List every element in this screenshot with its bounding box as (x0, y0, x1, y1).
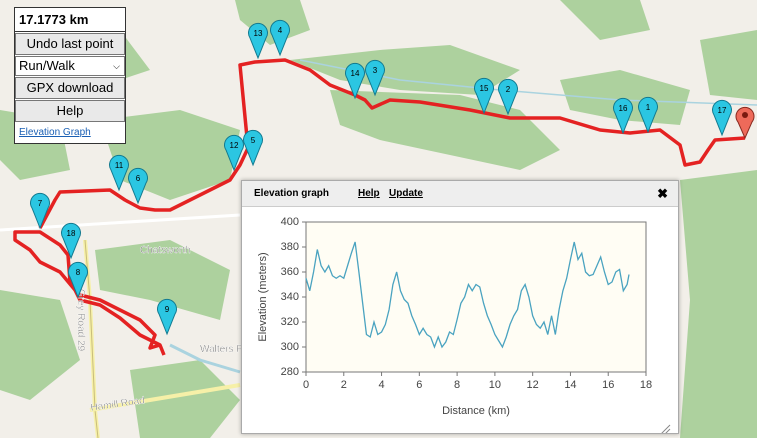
marker-pin[interactable] (498, 78, 518, 116)
y-tick-label: 320 (281, 316, 299, 328)
marker-label: 13 (254, 29, 263, 38)
elevation-chart: 280 300 320 340 360 380 400 0 2 4 6 8 10 12 14 16 18 Dist… (257, 216, 671, 436)
marker-label: 6 (136, 174, 141, 183)
popup-title: Elevation graph (254, 188, 330, 199)
route (13, 58, 746, 356)
undo-button[interactable]: Undo last point (15, 33, 125, 55)
marker-pin[interactable] (128, 167, 148, 205)
x-tick-label: 18 (640, 379, 652, 391)
map-label: Chatsworth (140, 245, 191, 256)
marker-label: 18 (67, 229, 76, 238)
marker-label: 15 (480, 84, 489, 93)
marker-label: 4 (278, 26, 283, 35)
x-tick-label: 8 (454, 379, 460, 391)
y-tick-label: 400 (281, 216, 299, 228)
elevation-popup: Elevation graph Help Update ✖ 280 300 320 3… (241, 180, 679, 436)
plot-area (305, 221, 647, 373)
popup-help[interactable]: Help (358, 188, 380, 199)
control-panel: 17.1773 km Undo last point Run/Walk ⌵ GPX… (14, 7, 126, 144)
x-tick-label: 16 (602, 379, 614, 391)
marker-label: 7 (38, 199, 43, 208)
elevation-link[interactable]: Elevation Graph (19, 127, 91, 138)
x-tick-label: 4 (378, 379, 384, 391)
marker-label: 8 (76, 268, 81, 277)
y-axis-title: Elevation (meters) (257, 252, 269, 341)
marker-pin[interactable] (224, 134, 244, 172)
marker-pin[interactable] (248, 22, 268, 60)
y-tick-label: 300 (281, 341, 299, 353)
popup-update[interactable]: Update (389, 188, 423, 199)
marker-pin[interactable] (157, 298, 177, 336)
marker-pin[interactable] (30, 192, 50, 230)
marker-label: 9 (165, 305, 170, 314)
y-tick-label: 360 (281, 266, 299, 278)
marker-label: 11 (115, 161, 124, 170)
marker-pin[interactable] (638, 96, 658, 134)
marker-label: 5 (251, 136, 256, 145)
end-marker[interactable] (735, 106, 755, 140)
mode-value: Run/Walk (19, 58, 75, 73)
marker-label: 16 (619, 104, 628, 113)
marker-pin[interactable] (68, 261, 88, 299)
marker-label: 17 (718, 106, 727, 115)
marker-label: 14 (351, 69, 360, 78)
help-button[interactable]: Help (15, 100, 125, 122)
x-tick-label: 6 (416, 379, 422, 391)
x-tick-label: 14 (564, 379, 576, 391)
marker-label: 2 (506, 85, 511, 94)
marker-label: 12 (230, 141, 239, 150)
marker-pin[interactable] (613, 97, 633, 135)
marker-pin[interactable] (365, 59, 385, 97)
popup-header: Elevation graph Help Update ✖ (242, 181, 678, 207)
marker-pin[interactable] (712, 99, 732, 137)
y-tick-label: 340 (281, 291, 299, 303)
y-tick-label: 380 (281, 241, 299, 253)
marker-pin[interactable] (61, 222, 81, 260)
x-tick-label: 12 (527, 379, 539, 391)
x-tick-label: 2 (341, 379, 347, 391)
x-tick-label: 0 (303, 379, 309, 391)
elevation-line (305, 241, 630, 349)
close-button[interactable]: ✖ (657, 186, 668, 201)
marker-label: 3 (373, 66, 378, 75)
map-label: Walters Fa (200, 344, 248, 355)
x-axis-title: Distance (km) (442, 405, 510, 417)
gpx-button[interactable]: GPX download (15, 77, 125, 99)
distance: 17.1773 km (15, 8, 125, 32)
marker-pin[interactable] (243, 129, 263, 167)
marker-pin[interactable] (345, 62, 365, 100)
marker-pin[interactable] (109, 154, 129, 192)
map-label: Grey Road 29 (75, 289, 86, 352)
y-tick-label: 280 (281, 366, 299, 378)
x-tick-label: 10 (489, 379, 501, 391)
marker-label: 1 (646, 103, 651, 112)
mode-select[interactable]: Run/Walk ⌵ (15, 56, 125, 76)
marker-pin[interactable] (270, 19, 290, 57)
marker-pin[interactable] (474, 77, 494, 115)
